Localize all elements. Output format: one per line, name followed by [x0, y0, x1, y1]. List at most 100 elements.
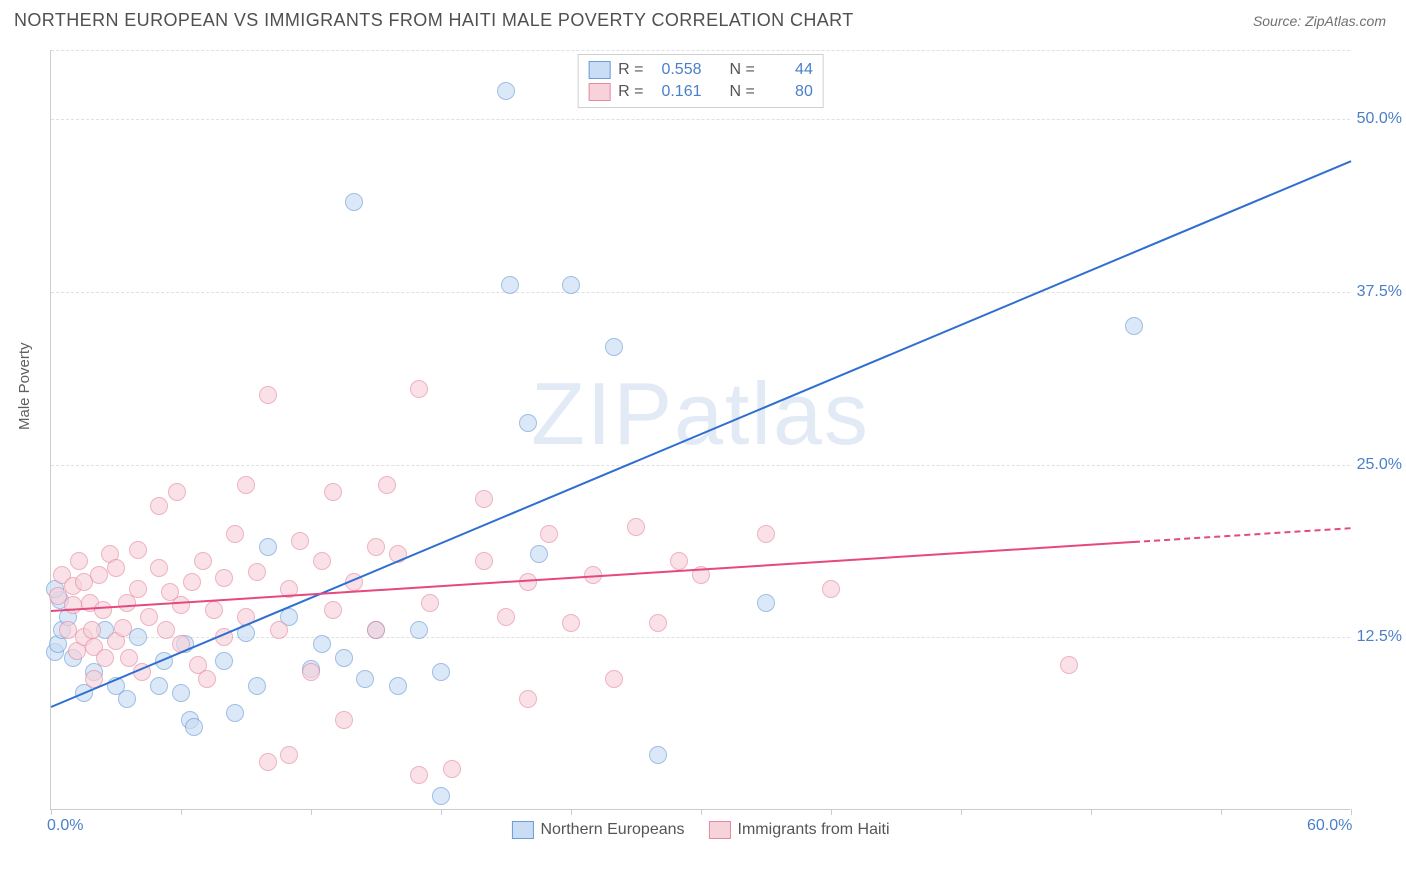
data-point-haiti [562, 614, 580, 632]
data-point-haiti [172, 596, 190, 614]
data-point-haiti [605, 670, 623, 688]
data-point-haiti [168, 483, 186, 501]
y-tick-label: 50.0% [1357, 110, 1402, 128]
data-point-haiti [140, 608, 158, 626]
data-point-haiti [335, 711, 353, 729]
data-point-haiti [627, 518, 645, 536]
gridline [51, 292, 1350, 293]
data-point-haiti [410, 766, 428, 784]
data-point-haiti [1060, 656, 1078, 674]
data-point-northern [649, 746, 667, 764]
data-point-haiti [443, 760, 461, 778]
x-tick [831, 809, 832, 815]
swatch-haiti [709, 821, 731, 839]
data-point-haiti [540, 525, 558, 543]
data-point-northern [259, 538, 277, 556]
data-point-haiti [757, 525, 775, 543]
data-point-haiti [649, 614, 667, 632]
source-attribution: Source: ZipAtlas.com [1253, 13, 1386, 29]
data-point-haiti [198, 670, 216, 688]
correlation-legend: R = 0.558 N = 44 R = 0.161 N = 80 [577, 54, 824, 108]
data-point-haiti [70, 552, 88, 570]
data-point-haiti [150, 559, 168, 577]
data-point-haiti [410, 380, 428, 398]
legend-row-northern: R = 0.558 N = 44 [588, 59, 813, 81]
data-point-haiti [157, 621, 175, 639]
data-point-haiti [129, 580, 147, 598]
data-point-haiti [519, 690, 537, 708]
swatch-northern [588, 61, 610, 79]
data-point-northern [410, 621, 428, 639]
data-point-haiti [475, 552, 493, 570]
data-point-haiti [259, 753, 277, 771]
r-value-northern: 0.558 [652, 61, 702, 79]
gridline [51, 465, 1350, 466]
scatter-chart: ZIPatlas R = 0.558 N = 44 R = 0.161 N = … [50, 50, 1350, 810]
data-point-haiti [291, 532, 309, 550]
x-tick-label: 60.0% [1307, 817, 1352, 835]
data-point-haiti [107, 559, 125, 577]
data-point-haiti [194, 552, 212, 570]
legend-item-northern: Northern Europeans [511, 821, 684, 839]
x-tick [571, 809, 572, 815]
series-label-haiti: Immigrants from Haiti [738, 821, 890, 839]
data-point-northern [172, 684, 190, 702]
data-point-haiti [670, 552, 688, 570]
data-point-haiti [421, 594, 439, 612]
data-point-northern [389, 677, 407, 695]
data-point-haiti [280, 746, 298, 764]
x-tick [1221, 809, 1222, 815]
data-point-northern [562, 276, 580, 294]
header: NORTHERN EUROPEAN VS IMMIGRANTS FROM HAI… [0, 0, 1406, 37]
data-point-northern [215, 652, 233, 670]
x-tick [961, 809, 962, 815]
gridline [51, 119, 1350, 120]
data-point-northern [432, 787, 450, 805]
legend-row-haiti: R = 0.161 N = 80 [588, 81, 813, 103]
data-point-northern [501, 276, 519, 294]
chart-title: NORTHERN EUROPEAN VS IMMIGRANTS FROM HAI… [14, 10, 854, 31]
data-point-haiti [114, 619, 132, 637]
x-tick [1351, 809, 1352, 815]
x-tick [51, 809, 52, 815]
data-point-haiti [248, 563, 266, 581]
regression-line [51, 541, 1134, 612]
n-label: N = [730, 83, 755, 101]
data-point-northern [356, 670, 374, 688]
data-point-northern [519, 414, 537, 432]
legend-item-haiti: Immigrants from Haiti [709, 821, 890, 839]
series-label-northern: Northern Europeans [540, 821, 684, 839]
n-label: N = [730, 61, 755, 79]
n-value-northern: 44 [763, 61, 813, 79]
watermark: ZIPatlas [531, 363, 870, 465]
data-point-haiti [90, 566, 108, 584]
data-point-northern [185, 718, 203, 736]
data-point-haiti [313, 552, 331, 570]
data-point-northern [150, 677, 168, 695]
x-tick [441, 809, 442, 815]
data-point-northern [1125, 317, 1143, 335]
regression-line [51, 161, 1352, 709]
x-tick [1091, 809, 1092, 815]
y-tick-label: 12.5% [1357, 628, 1402, 646]
data-point-northern [757, 594, 775, 612]
data-point-haiti [183, 573, 201, 591]
data-point-northern [605, 338, 623, 356]
series-legend: Northern Europeans Immigrants from Haiti [511, 821, 889, 839]
data-point-northern [226, 704, 244, 722]
x-tick [181, 809, 182, 815]
data-point-haiti [259, 386, 277, 404]
data-point-northern [530, 545, 548, 563]
n-value-haiti: 80 [763, 83, 813, 101]
data-point-haiti [324, 601, 342, 619]
y-tick-label: 25.0% [1357, 456, 1402, 474]
x-tick [701, 809, 702, 815]
data-point-haiti [822, 580, 840, 598]
data-point-haiti [226, 525, 244, 543]
data-point-northern [335, 649, 353, 667]
x-tick-label: 0.0% [47, 817, 83, 835]
x-tick [311, 809, 312, 815]
data-point-haiti [378, 476, 396, 494]
swatch-haiti [588, 83, 610, 101]
data-point-haiti [302, 663, 320, 681]
